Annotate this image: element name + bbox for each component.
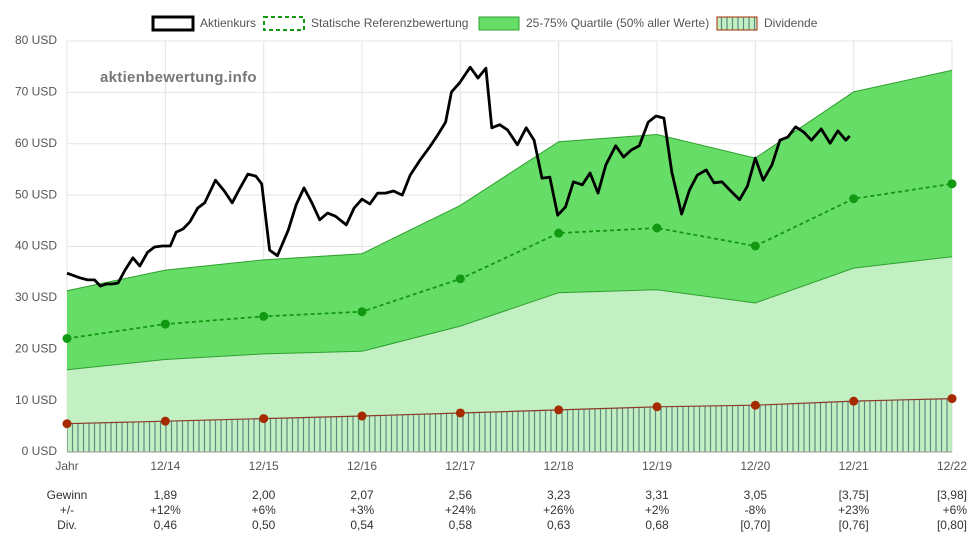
legend-swatch	[716, 16, 758, 31]
table-row-label: Div.	[57, 518, 77, 532]
table-cell: +6%	[251, 503, 276, 517]
table-cell: +2%	[645, 503, 670, 517]
reference-point	[554, 228, 564, 238]
table-cell: +12%	[150, 503, 181, 517]
table-row-label: +/-	[60, 503, 74, 517]
table-cell: [0,80]	[937, 518, 967, 532]
y-tick-label: 50 USD	[15, 187, 57, 201]
table-cell: 2,56	[449, 488, 473, 502]
dividend-point	[455, 408, 465, 418]
quartile-upper-edge	[66, 69, 953, 292]
y-tick-label: 70 USD	[15, 85, 57, 99]
legend-label: 25-75% Quartile (50% aller Werte)	[526, 16, 709, 30]
legend-label: Statische Referenzbewertung	[311, 16, 468, 30]
dividend-line	[66, 398, 953, 425]
table-cell: +6%	[943, 503, 968, 517]
y-tick-label: 0 USD	[22, 444, 58, 458]
watermark: aktienbewertung.info	[100, 69, 257, 86]
dividend-point	[357, 411, 367, 421]
table-cell: +26%	[543, 503, 574, 517]
reference-point	[947, 179, 957, 189]
reference-point	[652, 223, 662, 233]
lower-area	[67, 256, 952, 452]
legend-label: Dividende	[764, 16, 818, 30]
reference-line	[66, 182, 953, 340]
x-tick-label: 12/15	[249, 459, 279, 473]
dividend-point	[849, 396, 859, 406]
dividend-point	[750, 400, 760, 410]
table-cell: 1,89	[154, 488, 178, 502]
table-cell: [3,98]	[937, 488, 967, 502]
y-tick-label: 60 USD	[15, 136, 57, 150]
reference-point	[750, 241, 760, 251]
quartile-lower-edge	[66, 256, 953, 371]
price-line	[66, 65, 851, 288]
legend-swatch	[263, 16, 305, 31]
table-cell: 3,31	[645, 488, 669, 502]
reference-point	[455, 274, 465, 284]
quartile-band	[67, 70, 952, 370]
x-tick-label: 12/16	[347, 459, 377, 473]
reference-point	[259, 311, 269, 321]
y-tick-label: 80 USD	[15, 33, 57, 47]
y-tick-label: 40 USD	[15, 239, 57, 253]
table-cell: 3,05	[744, 488, 768, 502]
reference-point	[62, 333, 72, 343]
legend-swatch	[478, 16, 520, 31]
table-cell: 2,07	[350, 488, 374, 502]
x-tick-label: 12/21	[839, 459, 869, 473]
table-cell: +3%	[350, 503, 375, 517]
x-tick-label: 12/19	[642, 459, 672, 473]
table-cell: -8%	[745, 503, 767, 517]
dividend-point	[62, 419, 72, 429]
dividend-point	[259, 414, 269, 424]
x-tick-label: Jahr	[55, 459, 78, 473]
dividend-point	[652, 402, 662, 412]
x-tick-label: 12/22	[937, 459, 967, 473]
reference-point	[357, 307, 367, 317]
table-cell: [0,70]	[740, 518, 770, 532]
table-cell: [3,75]	[839, 488, 869, 502]
legend-label: Aktienkurs	[200, 16, 256, 30]
y-tick-label: 30 USD	[15, 290, 57, 304]
table-cell: 3,23	[547, 488, 571, 502]
dividend-point	[947, 394, 957, 404]
dividend-point	[554, 405, 564, 415]
table-cell: +23%	[838, 503, 869, 517]
y-tick-label: 20 USD	[15, 341, 57, 355]
table-cell: 0,50	[252, 518, 276, 532]
table-cell: 0,46	[154, 518, 178, 532]
reference-point	[849, 194, 859, 204]
table-cell: [0,76]	[839, 518, 869, 532]
x-tick-label: 12/20	[740, 459, 770, 473]
dividend-point	[160, 416, 170, 426]
reference-point	[160, 319, 170, 329]
table-cell: 0,54	[350, 518, 374, 532]
y-tick-label: 10 USD	[15, 393, 57, 407]
x-tick-label: 12/14	[150, 459, 180, 473]
table-cell: +24%	[445, 503, 476, 517]
table-cell: 0,58	[449, 518, 473, 532]
dividend-area	[67, 398, 952, 452]
table-row-label: Gewinn	[47, 488, 88, 502]
x-tick-label: 12/17	[445, 459, 475, 473]
legend-swatch	[151, 15, 195, 32]
table-cell: 0,63	[547, 518, 571, 532]
table-cell: 2,00	[252, 488, 276, 502]
x-tick-label: 12/18	[544, 459, 574, 473]
table-cell: 0,68	[645, 518, 669, 532]
